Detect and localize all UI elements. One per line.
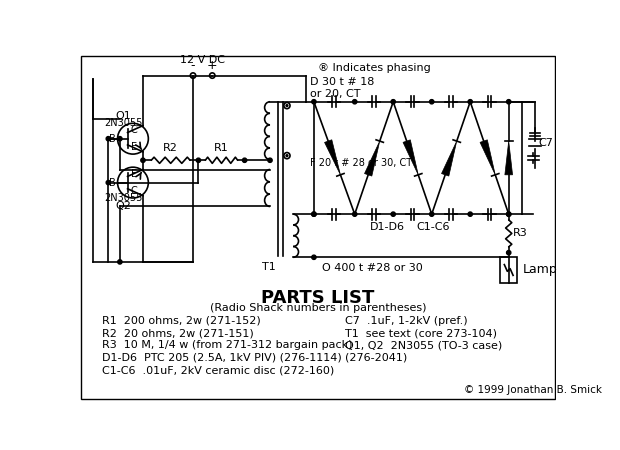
Circle shape [118,136,122,141]
Text: C7  .1uF, 1-2kV (pref.): C7 .1uF, 1-2kV (pref.) [345,316,467,326]
Circle shape [391,212,396,216]
Circle shape [106,180,110,185]
Circle shape [430,212,434,216]
Circle shape [286,105,288,107]
Text: T1  see text (core 273-104): T1 see text (core 273-104) [345,328,497,338]
Text: D1-D6: D1-D6 [370,222,404,232]
Text: C: C [131,125,138,135]
Text: © 1999 Jonathan B. Smick: © 1999 Jonathan B. Smick [464,385,602,395]
Circle shape [118,260,122,264]
Text: R2  20 ohms, 2w (271-151): R2 20 ohms, 2w (271-151) [102,328,254,338]
Text: (Radio Shack numbers in parentheses): (Radio Shack numbers in parentheses) [210,303,426,313]
Text: Q2: Q2 [116,201,131,211]
Circle shape [468,212,472,216]
Circle shape [507,99,511,104]
Polygon shape [324,140,340,175]
Circle shape [312,255,316,260]
Circle shape [391,99,396,104]
Circle shape [312,99,316,104]
Text: E: E [131,142,137,152]
Text: T1: T1 [262,262,276,272]
Circle shape [507,212,511,216]
Text: 12 V DC: 12 V DC [180,55,225,65]
Text: Lamp: Lamp [523,264,557,276]
Text: 2N3055: 2N3055 [105,193,143,203]
Polygon shape [441,141,457,176]
Text: C1-C6: C1-C6 [417,222,450,232]
Polygon shape [505,141,513,175]
Text: (276-2041): (276-2041) [345,353,407,363]
Text: E: E [131,169,137,179]
Text: F 20 t # 28 or 30, CT: F 20 t # 28 or 30, CT [310,158,412,168]
Polygon shape [480,140,495,175]
Text: R1  200 ohms, 2w (271-152): R1 200 ohms, 2w (271-152) [102,316,261,326]
Bar [500,256,518,284]
Text: Q1, Q2  2N3055 (TO-3 case): Q1, Q2 2N3055 (TO-3 case) [345,341,502,351]
Text: +: + [207,58,218,72]
Circle shape [312,212,316,216]
Text: -: - [191,58,195,72]
Text: Q1: Q1 [116,111,131,121]
Text: R3  10 M, 1/4 w (from 271-312 bargain pack): R3 10 M, 1/4 w (from 271-312 bargain pac… [102,341,353,351]
Text: C: C [131,186,138,196]
Text: B: B [109,178,116,188]
Circle shape [507,212,511,216]
Text: ® Indicates phasing: ® Indicates phasing [317,63,430,73]
Polygon shape [403,140,418,175]
Circle shape [353,99,357,104]
Polygon shape [365,141,379,176]
Text: R1: R1 [214,144,229,153]
Circle shape [430,99,434,104]
Circle shape [468,99,472,104]
Circle shape [197,158,200,162]
Text: B: B [109,134,116,144]
Circle shape [268,158,272,162]
Text: R2: R2 [163,144,178,153]
Circle shape [353,212,357,216]
Text: C1-C6  .01uF, 2kV ceramic disc (272-160): C1-C6 .01uF, 2kV ceramic disc (272-160) [102,365,334,375]
Text: PARTS LIST: PARTS LIST [261,289,374,307]
Text: D1-D6  PTC 205 (2.5A, 1kV PIV) (276-1114): D1-D6 PTC 205 (2.5A, 1kV PIV) (276-1114) [102,353,342,363]
Text: 2N3055: 2N3055 [105,118,143,128]
Circle shape [106,136,110,141]
Text: R3: R3 [513,229,528,238]
Circle shape [286,155,288,157]
Text: O 400 t #28 or 30: O 400 t #28 or 30 [322,263,422,274]
Circle shape [507,251,511,255]
Text: C7: C7 [539,138,554,148]
Circle shape [141,158,145,162]
Circle shape [312,212,316,216]
Circle shape [242,158,247,162]
Text: D 30 t # 18
or 20, CT: D 30 t # 18 or 20, CT [310,77,374,99]
